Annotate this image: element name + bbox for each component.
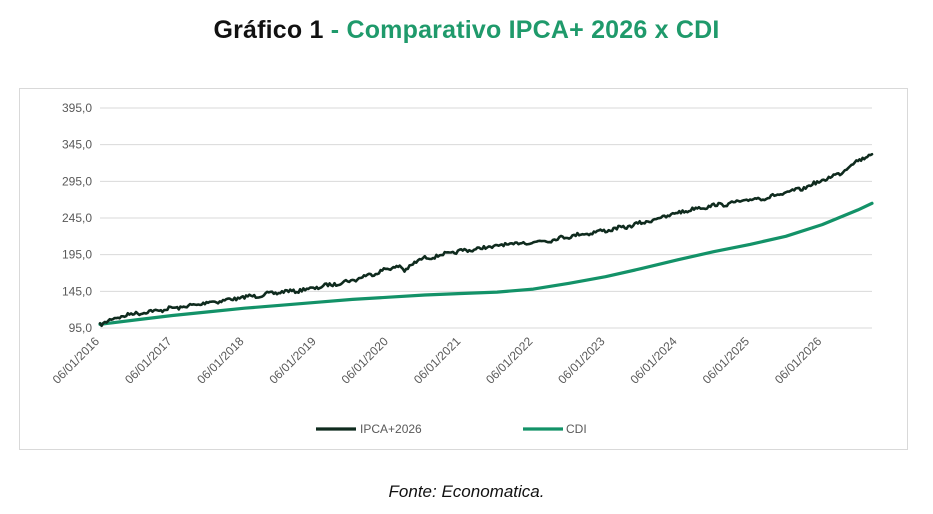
series-line-cdi [98, 201, 874, 326]
series-line-ipca-2026 [98, 152, 874, 328]
y-tick-label: 95,0 [69, 321, 93, 335]
y-tick-label: 345,0 [62, 138, 92, 152]
chart-frame [19, 88, 908, 450]
legend-label-ipca-2026: IPCA+2026 [360, 422, 422, 436]
x-tick-label: 06/01/2025 [700, 334, 753, 387]
x-tick-label: 06/01/2026 [772, 334, 825, 387]
legend-label-cdi: CDI [566, 422, 587, 436]
x-tick-label: 06/01/2020 [339, 334, 392, 387]
chart-title-text: - Comparativo IPCA+ 2026 x CDI [330, 16, 720, 44]
x-tick-label: 06/01/2016 [50, 334, 103, 387]
chart-source: Fonte: Economatica. [388, 482, 545, 501]
x-tick-label: 06/01/2023 [555, 334, 608, 387]
x-tick-label: 06/01/2019 [266, 334, 319, 387]
x-tick-label: 06/01/2024 [627, 334, 680, 387]
y-tick-label: 195,0 [62, 248, 92, 262]
y-tick-label: 295,0 [62, 174, 92, 188]
chart-title: Gráfico 1 - Comparativo IPCA+ 2026 x CDI [0, 16, 933, 45]
x-tick-label: 06/01/2018 [194, 334, 247, 387]
y-tick-label: 395,0 [62, 101, 92, 115]
y-tick-label: 245,0 [62, 211, 92, 225]
x-tick-label: 06/01/2017 [122, 334, 175, 387]
x-tick-label: 06/01/2022 [483, 334, 536, 387]
x-tick-label: 06/01/2021 [411, 334, 464, 387]
chart-title-number: Gráfico 1 [213, 16, 324, 44]
y-tick-label: 145,0 [62, 284, 92, 298]
